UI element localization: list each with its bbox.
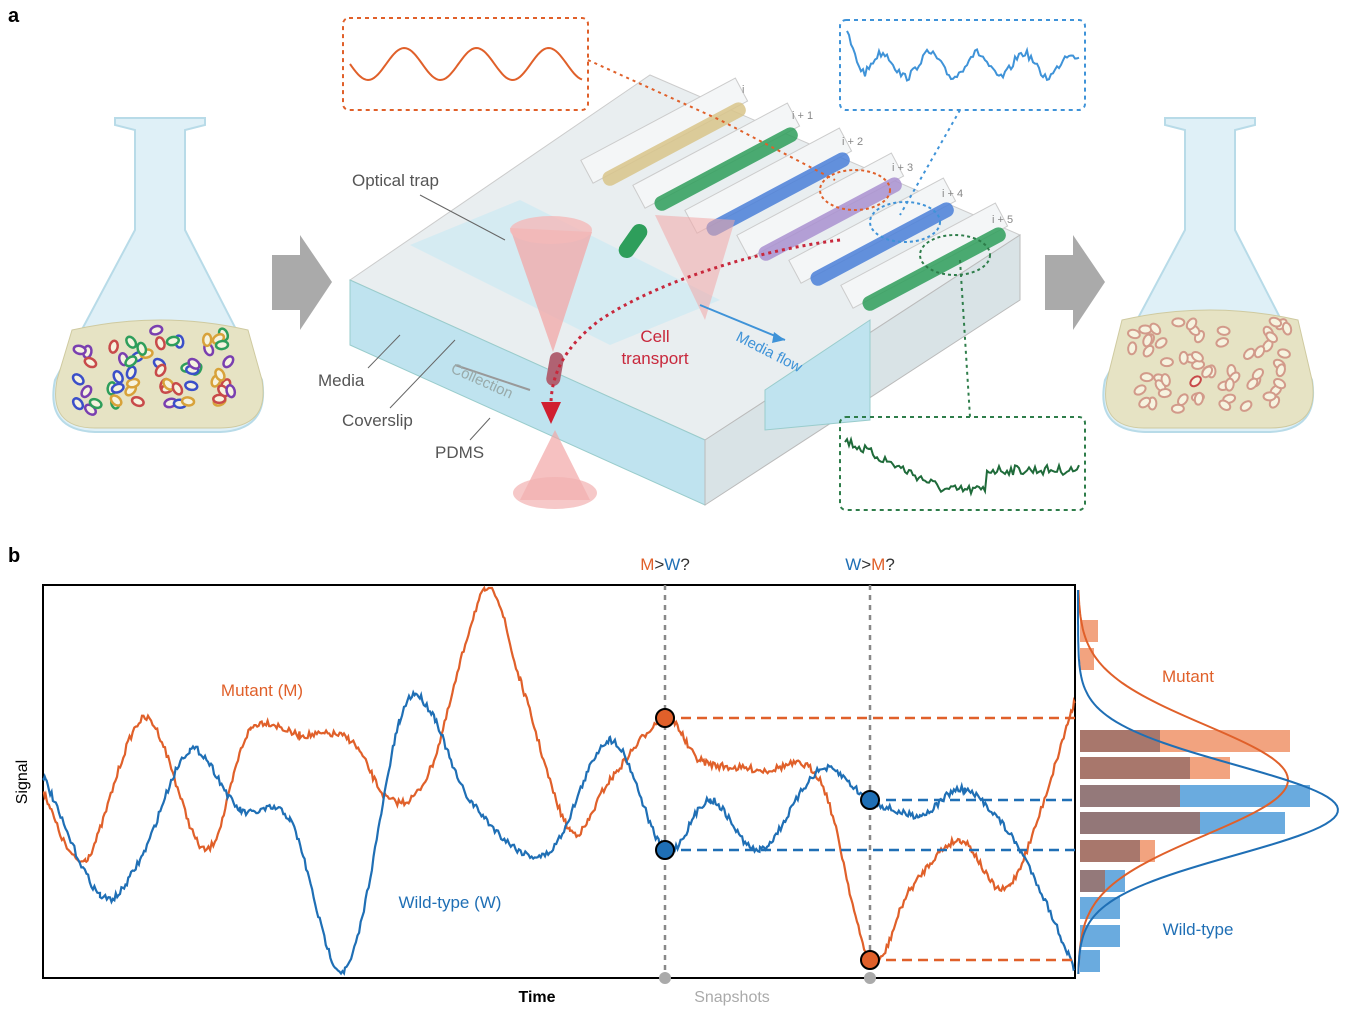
cell <box>1172 318 1184 326</box>
leader <box>470 418 490 440</box>
panel-label: b <box>8 545 20 567</box>
question-part: W <box>845 555 861 574</box>
label: PDMS <box>435 443 484 462</box>
arrow <box>1045 235 1105 330</box>
cell <box>213 395 225 403</box>
inset-trace <box>845 439 1079 493</box>
histogram-bar <box>1080 757 1190 779</box>
question-part: > <box>654 555 664 574</box>
channel-label: i <box>742 84 744 96</box>
flask <box>53 118 263 432</box>
question-part: W <box>664 555 680 574</box>
axis-label: Time <box>518 989 555 1006</box>
cell <box>1127 342 1136 355</box>
cell <box>1217 326 1230 336</box>
cell <box>185 381 198 391</box>
cell <box>1225 378 1234 391</box>
cell <box>1159 389 1172 398</box>
snapshot-question: M>W? <box>640 555 690 574</box>
snapshots-label: Snapshots <box>694 989 770 1006</box>
inset <box>840 417 1085 510</box>
snapshot-dot <box>864 972 876 984</box>
label: Cell <box>640 327 669 346</box>
label: Optical trap <box>352 171 439 190</box>
question-part: M <box>640 555 654 574</box>
label: Media <box>318 371 365 390</box>
cell <box>109 340 119 353</box>
histogram-label: Mutant <box>1162 667 1214 686</box>
histogram-bar <box>1080 840 1140 862</box>
label: Coverslip <box>342 411 413 430</box>
inset-trace <box>350 48 582 80</box>
label: transport <box>621 349 688 368</box>
channel-label: i + 4 <box>942 188 963 200</box>
histogram-label: Wild-type <box>1163 920 1234 939</box>
flask <box>1103 118 1313 432</box>
inset-trace <box>847 31 1079 81</box>
figure: a b Optical trap Media Coverslip PD <box>0 0 1352 1009</box>
histogram-bar <box>1080 730 1160 752</box>
channel-label: i + 3 <box>892 162 913 174</box>
arrow <box>272 235 332 330</box>
question-part: ? <box>680 555 689 574</box>
cell <box>216 340 229 349</box>
histogram-bar <box>1080 812 1200 834</box>
snapshot-question: W>M? <box>845 555 895 574</box>
histogram-bar <box>1080 950 1100 972</box>
cell <box>1141 373 1153 382</box>
histogram-bar <box>1080 785 1180 807</box>
question-part: ? <box>885 555 894 574</box>
channel-label: i + 5 <box>992 214 1013 226</box>
inset <box>343 18 588 110</box>
channel-label: i + 1 <box>792 110 813 122</box>
cell <box>203 334 211 346</box>
snapshot-dot <box>659 972 671 984</box>
series-label: Mutant (M) <box>221 681 303 700</box>
snapshot-point <box>656 709 674 727</box>
cell <box>1180 352 1188 364</box>
snapshot-point <box>656 841 674 859</box>
snapshot-point <box>861 791 879 809</box>
signal-trace <box>43 693 1075 974</box>
plot-frame <box>43 585 1075 978</box>
question-part: > <box>861 555 871 574</box>
inset <box>840 20 1085 110</box>
panel-label: a <box>8 5 20 27</box>
cell <box>1263 392 1275 400</box>
axis-label: Signal <box>14 760 31 804</box>
histogram-bar <box>1080 870 1105 892</box>
question-part: M <box>871 555 885 574</box>
signal-trace <box>43 588 1075 964</box>
cell <box>182 397 195 406</box>
channel-label: i + 2 <box>842 136 863 148</box>
cell <box>1161 358 1173 366</box>
series-label: Wild-type (W) <box>399 893 502 912</box>
snapshot-point <box>861 951 879 969</box>
